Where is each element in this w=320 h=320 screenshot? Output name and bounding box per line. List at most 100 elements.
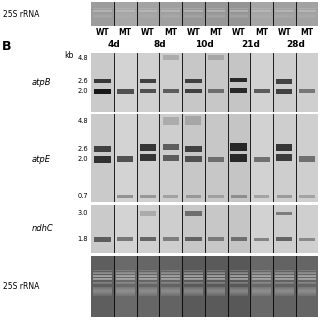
Bar xyxy=(252,287,271,288)
Bar xyxy=(184,293,203,294)
Bar xyxy=(229,287,248,288)
Bar xyxy=(208,237,224,241)
Bar xyxy=(252,281,271,282)
Bar xyxy=(207,289,226,290)
Bar xyxy=(298,11,316,12)
Bar xyxy=(91,205,114,253)
Bar xyxy=(185,79,202,83)
Bar xyxy=(207,294,226,295)
Bar xyxy=(296,205,318,253)
Bar xyxy=(93,277,112,278)
Text: MT: MT xyxy=(300,28,314,37)
Text: kb: kb xyxy=(64,51,73,60)
Bar xyxy=(161,12,180,13)
Bar xyxy=(116,287,135,288)
Text: MT: MT xyxy=(255,28,268,37)
Bar xyxy=(139,275,157,276)
Bar xyxy=(205,114,228,202)
Bar xyxy=(182,114,205,202)
Bar xyxy=(276,154,292,161)
Bar xyxy=(298,295,316,296)
Bar xyxy=(182,205,205,253)
Bar xyxy=(298,289,316,290)
Bar xyxy=(184,281,203,282)
Bar xyxy=(229,290,248,291)
Bar xyxy=(161,270,180,271)
Bar xyxy=(252,282,271,283)
Bar xyxy=(275,277,294,278)
Bar xyxy=(117,237,133,241)
Bar xyxy=(208,157,224,162)
Bar xyxy=(207,287,226,288)
Bar xyxy=(161,288,180,289)
Bar xyxy=(116,293,135,294)
Bar xyxy=(229,275,248,276)
Text: 0.7: 0.7 xyxy=(77,193,88,199)
Bar xyxy=(296,2,318,26)
Bar xyxy=(207,17,226,18)
Bar xyxy=(250,53,273,112)
Bar xyxy=(139,10,157,11)
Bar xyxy=(205,2,228,26)
Bar xyxy=(116,8,135,9)
Text: 2.0: 2.0 xyxy=(77,88,88,94)
Bar xyxy=(184,277,203,278)
Bar xyxy=(229,12,248,13)
Bar xyxy=(93,290,112,291)
Bar xyxy=(275,281,294,282)
Bar xyxy=(296,53,318,112)
Bar xyxy=(298,8,316,9)
Bar xyxy=(229,10,248,11)
Bar xyxy=(139,286,157,287)
Text: MT: MT xyxy=(164,28,177,37)
Bar xyxy=(93,8,112,9)
Bar xyxy=(161,291,180,292)
Bar xyxy=(161,11,180,12)
Bar xyxy=(185,146,202,152)
Bar xyxy=(298,292,316,293)
Bar xyxy=(252,270,271,271)
Bar xyxy=(139,281,157,282)
Bar xyxy=(139,272,157,273)
Bar xyxy=(207,14,226,15)
Bar xyxy=(298,273,316,274)
Bar xyxy=(208,55,224,60)
Bar xyxy=(273,2,296,26)
Bar xyxy=(185,89,202,93)
Bar xyxy=(91,53,114,112)
Bar xyxy=(161,289,180,290)
Bar xyxy=(94,146,111,152)
Bar xyxy=(273,114,296,202)
Bar xyxy=(254,157,269,162)
Text: 21d: 21d xyxy=(241,40,260,49)
Bar xyxy=(116,14,135,15)
Bar xyxy=(229,291,248,292)
Bar xyxy=(140,154,156,161)
Bar xyxy=(139,277,157,278)
Bar xyxy=(298,277,316,278)
Bar xyxy=(184,16,203,17)
Bar xyxy=(252,289,271,290)
Bar xyxy=(182,2,205,26)
Bar xyxy=(228,53,250,112)
Text: atpE: atpE xyxy=(32,155,51,164)
Bar xyxy=(229,270,248,271)
Text: 1.8: 1.8 xyxy=(77,236,88,242)
Bar xyxy=(93,272,112,273)
Bar xyxy=(139,293,157,294)
Bar xyxy=(159,205,182,253)
Bar xyxy=(139,15,157,16)
Bar xyxy=(250,114,273,202)
Bar xyxy=(93,15,112,16)
Bar xyxy=(116,273,135,274)
Text: 8d: 8d xyxy=(153,40,166,49)
Bar xyxy=(139,294,157,295)
Bar xyxy=(116,282,135,283)
Bar xyxy=(275,282,294,283)
Bar xyxy=(228,114,250,202)
Bar xyxy=(207,16,226,17)
Bar xyxy=(184,279,203,280)
Bar xyxy=(117,156,133,163)
Bar xyxy=(207,292,226,293)
Bar xyxy=(93,279,112,280)
